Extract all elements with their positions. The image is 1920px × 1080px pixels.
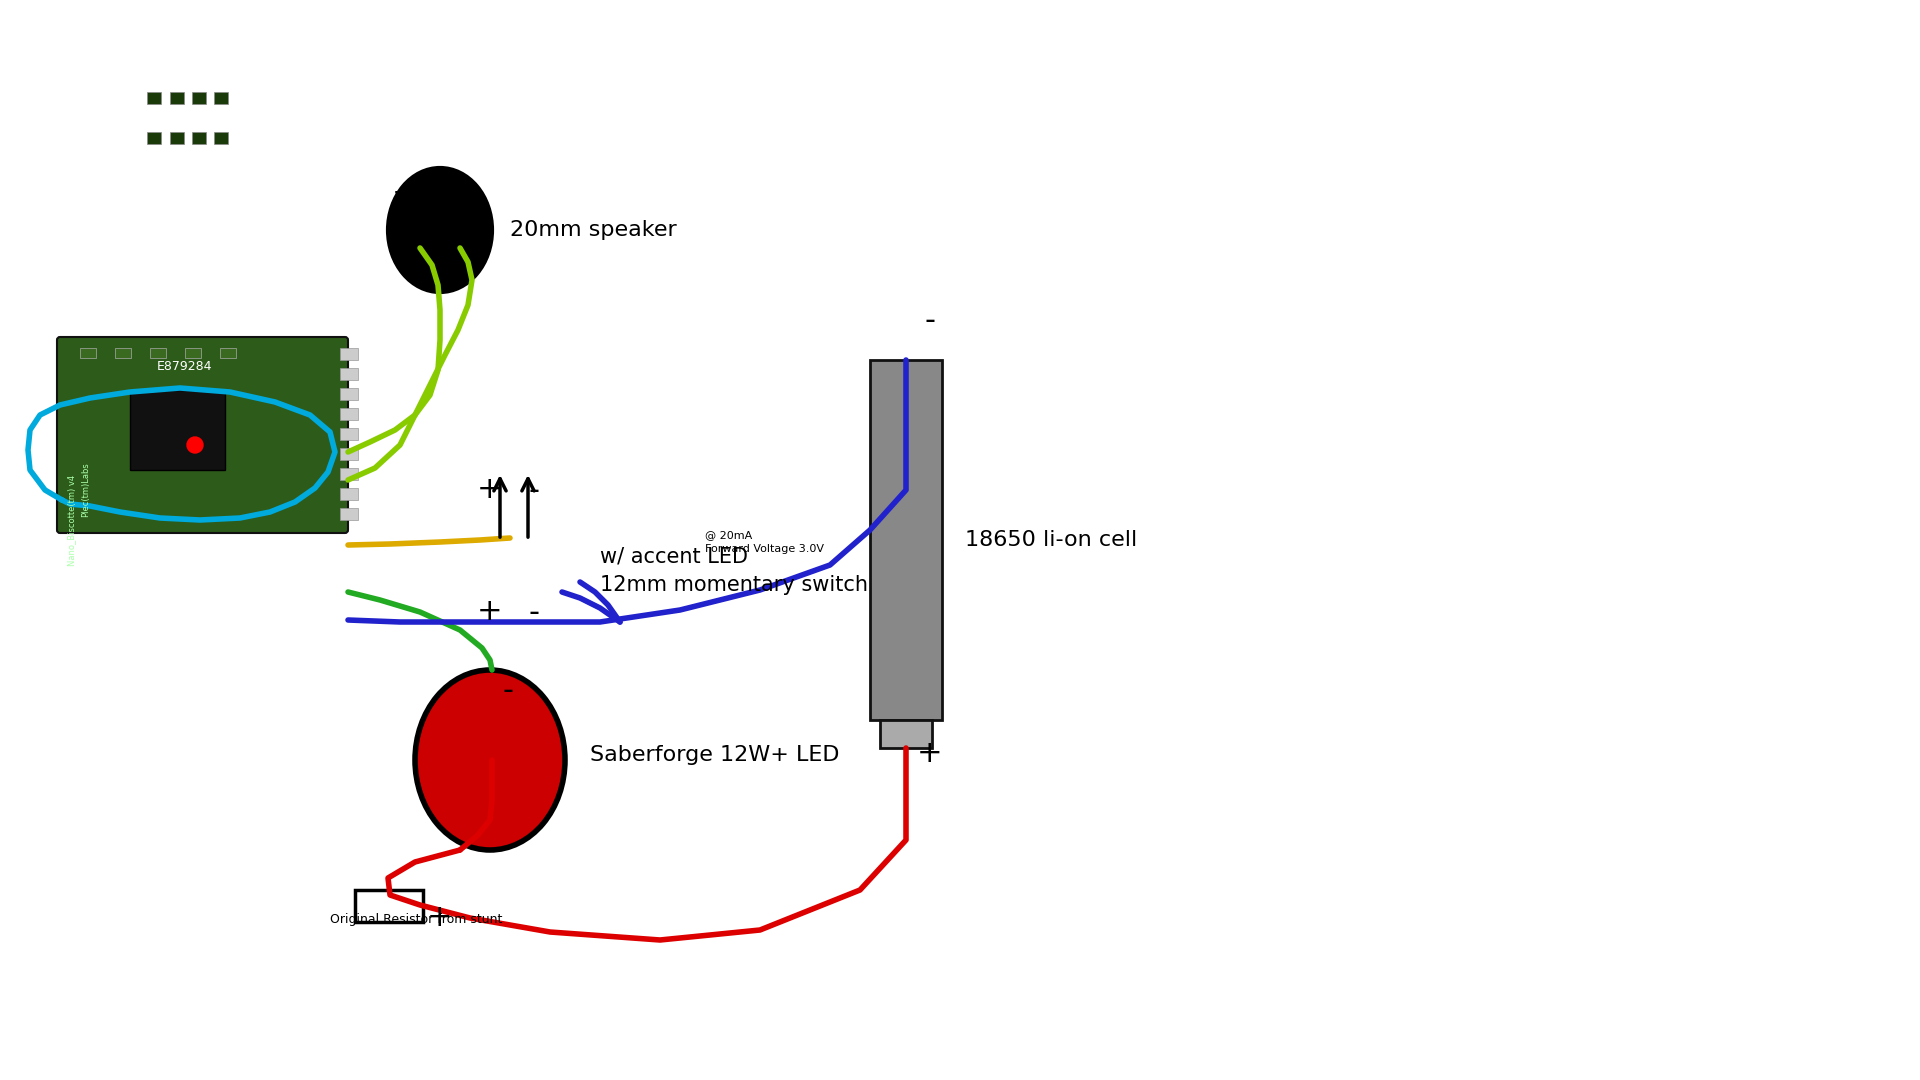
Text: +: + [478, 475, 503, 504]
Bar [213, 92, 228, 104]
Text: Saberforge 12W+ LED: Saberforge 12W+ LED [589, 745, 839, 765]
Bar [340, 428, 357, 440]
Bar [340, 348, 357, 360]
Bar [340, 408, 357, 420]
Bar [148, 92, 161, 104]
Bar [150, 348, 165, 357]
Text: +: + [392, 179, 419, 208]
Bar [148, 132, 161, 144]
Text: -: - [503, 675, 513, 704]
Text: Nano_Biscotte(tm) v4: Nano_Biscotte(tm) v4 [67, 474, 77, 566]
Text: Original Resistor from stunt: Original Resistor from stunt [330, 914, 503, 927]
Text: +: + [918, 740, 943, 769]
Bar [171, 92, 184, 104]
Bar [340, 508, 357, 519]
FancyBboxPatch shape [58, 337, 348, 534]
Bar [340, 448, 357, 460]
Bar [81, 348, 96, 357]
Bar [340, 368, 357, 380]
Text: -: - [528, 597, 540, 626]
Bar [184, 348, 202, 357]
Bar [192, 132, 205, 144]
Text: 18650 li-on cell: 18650 li-on cell [966, 530, 1137, 550]
Bar [213, 132, 228, 144]
Text: w/ accent LED: w/ accent LED [599, 546, 749, 566]
Bar [870, 360, 943, 720]
Bar [879, 720, 931, 748]
Bar [171, 132, 184, 144]
Bar [131, 390, 225, 470]
Text: Forward Voltage 3.0V: Forward Voltage 3.0V [705, 544, 824, 554]
Bar [115, 348, 131, 357]
Text: @ 20mA: @ 20mA [705, 530, 753, 540]
Text: +: + [478, 597, 503, 626]
Bar [355, 890, 422, 922]
Bar [340, 388, 357, 400]
Text: +: + [426, 904, 453, 932]
Ellipse shape [415, 670, 564, 850]
Bar [221, 348, 236, 357]
Ellipse shape [186, 437, 204, 453]
Text: 20mm speaker: 20mm speaker [511, 220, 676, 240]
Text: 12mm momentary switch: 12mm momentary switch [599, 575, 868, 595]
Text: -: - [445, 179, 455, 208]
Ellipse shape [388, 168, 492, 292]
Text: -: - [925, 306, 935, 335]
Text: -: - [528, 475, 540, 504]
Bar [340, 468, 357, 480]
Bar [192, 92, 205, 104]
Text: Plec(tm)Labs: Plec(tm)Labs [81, 462, 90, 517]
Bar [340, 488, 357, 500]
Text: E879284: E879284 [157, 360, 213, 373]
